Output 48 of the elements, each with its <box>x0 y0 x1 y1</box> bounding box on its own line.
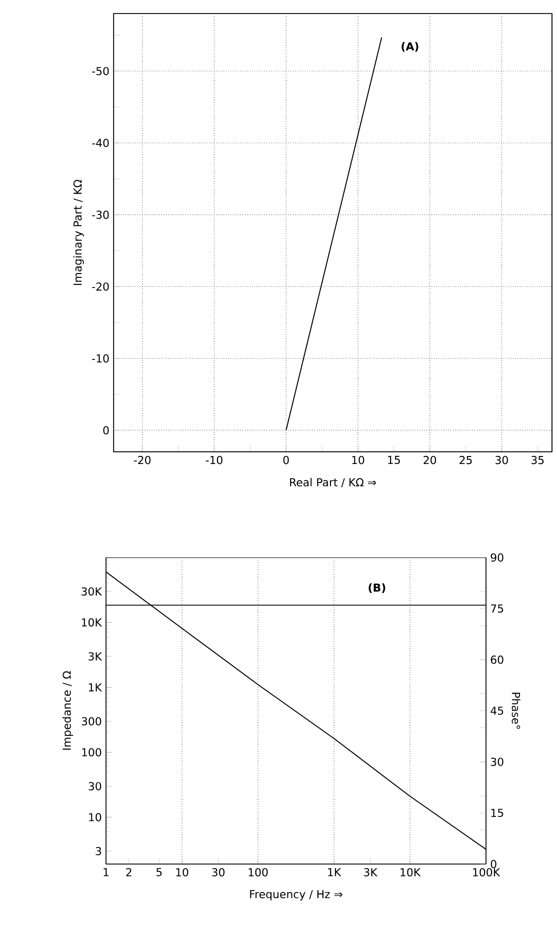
y2-tick-label: 45 <box>490 706 504 715</box>
y-tick-label: 3 <box>96 846 102 856</box>
y-tick-label: 10K <box>82 618 102 627</box>
x-tick-label: -20 <box>134 456 151 464</box>
y2-tick-label: 0 <box>490 860 496 868</box>
y-tick-label: 300 <box>82 717 102 726</box>
x-tick-label: 100 <box>248 868 268 876</box>
x-tick-label: 15 <box>388 456 400 464</box>
x-tick-label: 20 <box>424 456 436 464</box>
y2-axis-title: Phase° <box>512 692 520 729</box>
y-axis-title: Impedance / Ω <box>62 671 74 750</box>
x-tick-label: 1K <box>328 868 342 876</box>
x-axis-title: Frequency / Hz ⇒ <box>250 890 342 900</box>
y-tick-label: -30 <box>92 210 109 219</box>
x-tick-label: 35 <box>531 456 544 464</box>
x-tick-label: 10K <box>400 868 421 876</box>
y2-tick-label: 15 <box>491 808 504 817</box>
x-tick-label: 25 <box>460 456 472 464</box>
x-tick-label: 1 <box>104 868 108 876</box>
x-tick-label: 3K <box>364 868 378 876</box>
y-tick-label: 100 <box>82 748 102 756</box>
y-tick-label: 30 <box>88 782 102 790</box>
x-tick-label: 30 <box>496 456 508 464</box>
y2-tick-label: 30 <box>490 758 504 766</box>
x-tick-label: 10 <box>176 868 188 876</box>
x-tick-label: 2 <box>126 868 132 876</box>
y-tick-label: 10 <box>89 813 102 822</box>
y-axis-title: Imaginary Part / KΩ <box>73 180 84 285</box>
x-tick-label: 30 <box>212 868 224 876</box>
y-tick-label: -20 <box>92 282 109 291</box>
y2-tick-label: 90 <box>490 553 504 562</box>
y-tick-label: 0 <box>103 426 109 434</box>
y2-tick-label: 75 <box>491 604 504 613</box>
x-tick-label: 100K <box>473 868 500 876</box>
y-tick-label: 3K <box>88 652 102 661</box>
x-tick-label: 10 <box>352 456 364 464</box>
y-tick-label: -40 <box>92 138 109 148</box>
y2-tick-label: 60 <box>490 656 504 664</box>
y-tick-label: -50 <box>92 66 109 76</box>
annotation: (B) <box>368 583 386 594</box>
y-tick-label: 1K <box>88 683 102 692</box>
y-tick-label: -10 <box>92 354 109 363</box>
annotation: (A) <box>402 42 418 52</box>
y-tick-label: 30K <box>82 587 102 596</box>
x-tick-label: 0 <box>283 456 289 464</box>
x-axis-title: Real Part / KΩ ⇒ <box>290 478 376 488</box>
x-tick-label: -10 <box>206 456 222 464</box>
x-tick-label: 5 <box>156 868 162 876</box>
